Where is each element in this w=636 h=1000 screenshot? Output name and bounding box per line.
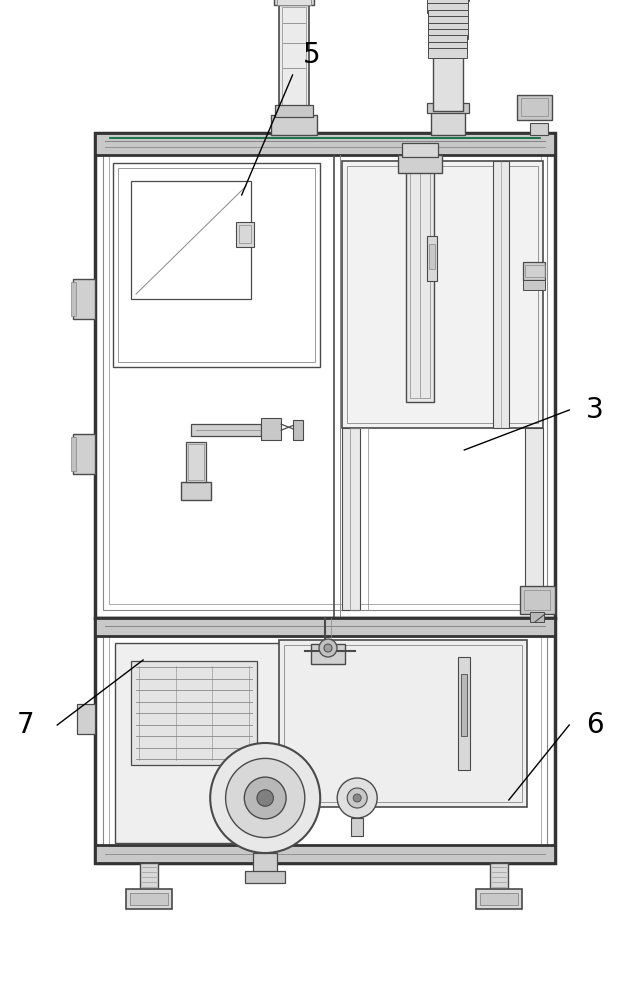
Bar — [95, 133, 555, 155]
Bar — [293, 420, 303, 440]
Bar — [73, 278, 95, 318]
Bar — [253, 853, 277, 873]
Bar — [279, 3, 309, 133]
Bar — [103, 141, 547, 610]
Bar — [131, 181, 251, 299]
Bar — [95, 618, 555, 636]
Circle shape — [353, 794, 361, 802]
Bar — [433, 53, 463, 111]
Bar — [525, 428, 543, 610]
Bar — [113, 163, 320, 367]
Bar — [131, 661, 257, 765]
Bar — [403, 143, 438, 157]
Bar — [427, 236, 436, 281]
Bar — [428, 35, 467, 45]
Bar — [236, 222, 254, 247]
Bar — [490, 863, 508, 891]
Bar — [73, 434, 95, 474]
Bar — [118, 168, 315, 362]
Bar — [517, 95, 552, 120]
Bar — [428, 23, 467, 33]
Bar — [427, 0, 468, 7]
Bar — [342, 428, 360, 610]
Bar — [428, 29, 467, 39]
Bar — [429, 244, 434, 269]
Bar — [520, 586, 555, 614]
Bar — [103, 626, 547, 855]
Bar — [476, 889, 522, 909]
Circle shape — [226, 758, 305, 838]
Bar — [427, 3, 468, 13]
Bar — [109, 632, 541, 849]
Bar — [480, 893, 518, 905]
Bar — [95, 845, 555, 863]
Bar — [271, 115, 317, 135]
Circle shape — [347, 788, 367, 808]
Bar — [140, 863, 158, 891]
Bar — [186, 442, 206, 482]
Bar — [523, 280, 545, 290]
Bar — [239, 225, 251, 243]
Bar — [427, 16, 468, 26]
Bar — [431, 111, 465, 135]
Bar — [350, 428, 368, 610]
Bar — [530, 123, 548, 135]
Bar — [282, 7, 306, 127]
Bar — [95, 133, 555, 618]
Text: 5: 5 — [303, 41, 321, 69]
Text: 6: 6 — [586, 711, 604, 739]
Bar — [261, 418, 281, 440]
Circle shape — [244, 777, 286, 819]
Text: 3: 3 — [586, 396, 604, 424]
Bar — [458, 657, 470, 770]
Bar — [429, 48, 467, 58]
Bar — [277, 0, 311, 5]
Circle shape — [211, 743, 320, 853]
Bar — [525, 265, 545, 277]
Bar — [493, 161, 509, 428]
Circle shape — [319, 639, 337, 657]
Bar — [77, 704, 95, 734]
Bar — [427, 10, 468, 20]
Bar — [311, 644, 345, 664]
Bar — [191, 424, 261, 436]
Bar — [342, 161, 543, 428]
Bar — [410, 159, 431, 398]
Bar — [351, 818, 363, 836]
Bar — [71, 437, 76, 471]
Bar — [181, 482, 211, 500]
Circle shape — [337, 778, 377, 818]
Bar — [524, 590, 550, 610]
Bar — [109, 147, 541, 604]
Bar — [126, 889, 172, 909]
Bar — [275, 105, 313, 117]
Bar — [523, 262, 545, 280]
Bar — [95, 618, 555, 863]
Bar — [71, 282, 76, 316]
Bar — [428, 42, 467, 52]
Bar — [427, 103, 469, 113]
Bar — [347, 166, 538, 423]
Bar — [274, 0, 314, 5]
Bar — [130, 893, 168, 905]
Circle shape — [324, 644, 332, 652]
Bar — [245, 871, 285, 883]
Bar — [461, 674, 467, 736]
Bar — [279, 640, 527, 807]
Bar — [115, 643, 290, 843]
Bar — [521, 98, 548, 116]
Bar — [406, 155, 434, 402]
Bar — [284, 645, 522, 802]
Bar — [530, 612, 544, 622]
Bar — [188, 444, 204, 480]
Text: 7: 7 — [17, 711, 34, 739]
Bar — [399, 155, 443, 173]
Circle shape — [257, 790, 273, 806]
